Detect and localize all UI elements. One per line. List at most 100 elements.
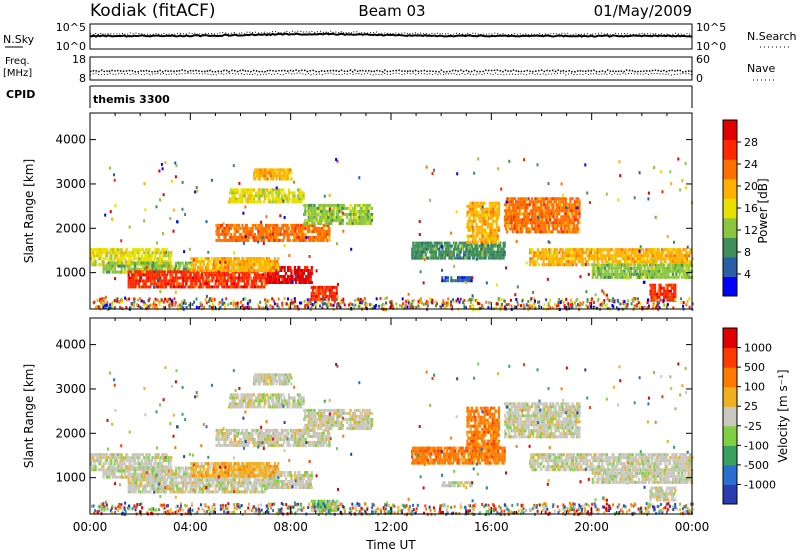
- scatter-cell: [318, 288, 321, 292]
- scatter-cell: [148, 248, 151, 252]
- scatter-cell: [248, 235, 251, 239]
- scatter-cell: [543, 251, 546, 255]
- scatter-cell: [494, 204, 497, 208]
- scatter-cell: [482, 207, 485, 211]
- scatter-cell: [158, 270, 161, 274]
- scatter-cell: [578, 200, 581, 204]
- scatter-cell: [548, 263, 551, 267]
- scatter-cell: [267, 275, 270, 278]
- scatter-cell: [113, 254, 116, 258]
- scatter-cell: [421, 253, 424, 257]
- scatter-cell: [533, 218, 536, 222]
- scatter-cell: [629, 257, 632, 261]
- scatter-cell: [307, 209, 310, 213]
- scatter-cell: [454, 256, 457, 260]
- scatter-cell: [232, 299, 235, 303]
- scatter-cell: [276, 174, 279, 178]
- scatter-cell: [242, 279, 245, 283]
- scatter-cell: [235, 302, 238, 306]
- scatter-cell: [262, 226, 265, 230]
- scatter-cell: [320, 291, 324, 295]
- scatter-cell: [165, 254, 168, 258]
- scatter-cell: [169, 257, 172, 261]
- scatter-cell: [511, 209, 514, 213]
- scatter-cell: [279, 188, 283, 192]
- scatter-cell: [286, 223, 289, 227]
- scatter-cell: [113, 251, 116, 255]
- scatter-cell: [272, 263, 275, 267]
- scatter-cell: [508, 206, 511, 210]
- scatter-cell: [438, 241, 441, 245]
- scatter-cell: [100, 263, 103, 267]
- scatter-cell: [470, 298, 473, 302]
- scatter-cell: [287, 194, 290, 198]
- scatter-cell: [534, 224, 537, 228]
- scatter-cell: [92, 251, 95, 255]
- scatter-cell: [364, 303, 367, 307]
- scatter-cell: [441, 276, 444, 280]
- scatter-cell: [102, 270, 105, 274]
- scatter-cell: [287, 188, 290, 192]
- scatter-cell: [535, 251, 538, 255]
- scatter-cell: [368, 215, 371, 219]
- scatter-cell: [527, 203, 530, 207]
- scatter-cell: [224, 232, 227, 236]
- scatter-cell: [260, 171, 264, 175]
- scatter-cell: [254, 276, 257, 280]
- scatter-cell: [661, 269, 664, 273]
- scatter-cell: [556, 248, 559, 252]
- scatter-cell: [326, 218, 330, 222]
- scatter-cell: [241, 285, 244, 289]
- scatter-cell: [145, 285, 148, 289]
- scatter-cell: [151, 279, 154, 283]
- scatter-cell: [264, 266, 267, 270]
- scatter-cell: [643, 257, 646, 261]
- scatter-cell: [241, 200, 244, 204]
- scatter-cell: [541, 206, 544, 210]
- scatter-cell: [171, 276, 174, 280]
- scatter-cell: [279, 269, 282, 272]
- scatter-cell: [496, 234, 499, 238]
- scatter-cell: [154, 282, 157, 286]
- scatter-cell: [246, 305, 249, 309]
- scatter-cell: [256, 168, 259, 172]
- scatter-cell: [488, 207, 491, 211]
- scatter-cell: [304, 232, 307, 236]
- scatter-cell: [155, 282, 158, 286]
- scatter-cell: [641, 275, 644, 279]
- scatter-cell: [569, 203, 572, 207]
- scatter-cell: [140, 285, 143, 289]
- scatter-cell: [257, 229, 260, 233]
- scatter-cell: [224, 285, 227, 289]
- scatter-cell: [476, 244, 479, 248]
- scatter-cell: [283, 229, 286, 233]
- scatter-cell: [313, 291, 316, 295]
- scatter-cell: [610, 272, 614, 276]
- scatter-cell: [556, 221, 560, 225]
- scatter-cell: [276, 303, 279, 306]
- scatter-cell: [484, 253, 487, 257]
- scatter-cell: [510, 218, 513, 222]
- scatter-cell: [532, 263, 535, 267]
- scatter-cell: [443, 279, 446, 283]
- scatter-cell: [294, 300, 297, 303]
- scatter-cell: [273, 223, 276, 227]
- scatter-cell: [243, 194, 246, 198]
- scatter-cell: [320, 218, 323, 222]
- scatter-cell: [593, 251, 596, 255]
- scatter-cell: [542, 254, 545, 258]
- scatter-cell: [356, 215, 359, 219]
- scatter-cell: [492, 256, 495, 260]
- scatter-cell: [170, 254, 173, 258]
- scatter-cell: [158, 254, 162, 258]
- scatter-cell: [496, 201, 499, 205]
- scatter-cell: [247, 226, 250, 230]
- scatter-cell: [145, 273, 148, 277]
- scatter-cell: [370, 206, 374, 210]
- scatter-cell: [279, 191, 283, 195]
- scatter-cell: [493, 234, 496, 238]
- scatter-cell: [446, 276, 449, 280]
- scatter-cell: [589, 251, 593, 255]
- scatter-cell: [224, 269, 227, 273]
- scatter-cell: [333, 300, 336, 304]
